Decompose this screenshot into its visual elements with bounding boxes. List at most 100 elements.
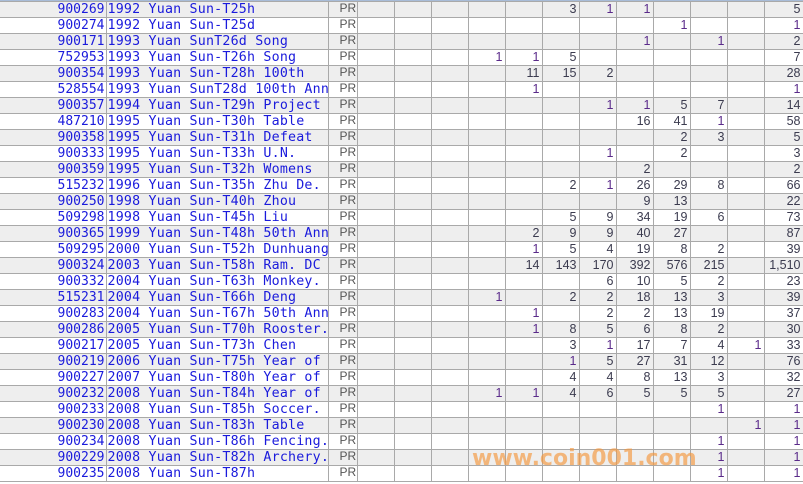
coin-name[interactable]: 1999 Yuan Sun-T48h 50th Ann <box>105 225 329 242</box>
coin-id[interactable]: 900233 <box>0 401 107 418</box>
coin-id-link[interactable]: 900332 <box>57 274 105 289</box>
coin-id[interactable]: 515232 <box>0 177 107 194</box>
coin-id[interactable]: 900171 <box>0 33 107 50</box>
coin-name[interactable]: 2008 Yuan Sun-T86h Fencing. <box>105 433 329 450</box>
coin-name-link[interactable]: 1993 Yuan SunT26d Song <box>107 34 289 49</box>
coin-name[interactable]: 1995 Yuan Sun-T31h Defeat <box>105 129 329 146</box>
coin-id-link[interactable]: 509295 <box>57 242 105 257</box>
coin-id-link[interactable]: 900217 <box>57 338 105 353</box>
coin-name-link[interactable]: 1993 Yuan Sun-T26h Song <box>107 50 297 65</box>
coin-id[interactable]: 900324 <box>0 257 107 274</box>
coin-name-link[interactable]: 1995 Yuan Sun-T32h Womens <box>107 162 313 177</box>
coin-id-link[interactable]: 900365 <box>57 226 105 241</box>
coin-name[interactable]: 1992 Yuan Sun-T25h <box>105 1 329 18</box>
coin-id[interactable]: 528554 <box>0 81 107 98</box>
coin-name-link[interactable]: 2007 Yuan Sun-T80h Year of <box>107 370 321 385</box>
coin-name[interactable]: 2008 Yuan Sun-T84h Year of <box>105 385 329 402</box>
coin-name[interactable]: 1993 Yuan Sun-T28h 100th <box>105 65 329 82</box>
coin-id[interactable]: 752953 <box>0 49 107 66</box>
coin-name[interactable]: 1995 Yuan Sun-T33h U.N. <box>105 145 329 162</box>
coin-id[interactable]: 900357 <box>0 97 107 114</box>
coin-id[interactable]: 900232 <box>0 385 107 402</box>
coin-name[interactable]: 2008 Yuan Sun-T83h Table <box>105 417 329 434</box>
coin-name-link[interactable]: 2008 Yuan Sun-T84h Year of <box>107 386 321 401</box>
coin-id[interactable]: 900286 <box>0 321 107 338</box>
coin-name[interactable]: 2004 Yuan Sun-T66h Deng <box>105 289 329 306</box>
coin-id-link[interactable]: 900229 <box>57 450 105 465</box>
coin-id-link[interactable]: 528554 <box>57 82 105 97</box>
coin-name-link[interactable]: 2000 Yuan Sun-T52h Dunhuang <box>107 242 328 257</box>
coin-name[interactable]: 2008 Yuan Sun-T87h <box>105 465 329 482</box>
coin-id-link[interactable]: 900235 <box>57 466 105 481</box>
coin-id[interactable]: 900359 <box>0 161 107 178</box>
coin-name-link[interactable]: 2006 Yuan Sun-T75h Year of <box>107 354 321 369</box>
coin-id[interactable]: 509298 <box>0 209 107 226</box>
coin-id[interactable]: 900234 <box>0 433 107 450</box>
coin-id-link[interactable]: 900333 <box>57 146 105 161</box>
coin-name[interactable]: 2008 Yuan Sun-T85h Soccer. <box>105 401 329 418</box>
coin-id-link[interactable]: 515231 <box>57 290 105 305</box>
coin-name[interactable]: 2000 Yuan Sun-T52h Dunhuang <box>105 241 329 258</box>
coin-name[interactable]: 1995 Yuan Sun-T30h Table <box>105 113 329 130</box>
coin-name[interactable]: 1998 Yuan Sun-T40h Zhou <box>105 193 329 210</box>
coin-id[interactable]: 509295 <box>0 241 107 258</box>
coin-id-link[interactable]: 900354 <box>57 66 105 81</box>
coin-name[interactable]: 2003 Yuan Sun-T58h Ram. DC <box>105 257 329 274</box>
coin-name-link[interactable]: 1993 Yuan SunT28d 100th Ann <box>107 82 328 97</box>
coin-id[interactable]: 900365 <box>0 225 107 242</box>
coin-id[interactable]: 900227 <box>0 369 107 386</box>
coin-id-link[interactable]: 900358 <box>57 130 105 145</box>
coin-name-link[interactable]: 1998 Yuan Sun-T45h Liu <box>107 210 289 225</box>
coin-id-link[interactable]: 515232 <box>57 178 105 193</box>
coin-name[interactable]: 2005 Yuan Sun-T70h Rooster. <box>105 321 329 338</box>
coin-name-link[interactable]: 2004 Yuan Sun-T63h Monkey. <box>107 274 321 289</box>
coin-id-link[interactable]: 900359 <box>57 162 105 177</box>
coin-name-link[interactable]: 2008 Yuan Sun-T83h Table <box>107 418 305 433</box>
coin-name-link[interactable]: 2004 Yuan Sun-T67h 50th Ann <box>107 306 328 321</box>
coin-name-link[interactable]: 2003 Yuan Sun-T58h Ram. DC <box>107 258 321 273</box>
coin-id[interactable]: 900274 <box>0 17 107 34</box>
coin-id-link[interactable]: 900357 <box>57 98 105 113</box>
coin-id[interactable]: 900332 <box>0 273 107 290</box>
coin-id-link[interactable]: 900274 <box>57 18 105 33</box>
coin-name-link[interactable]: 2005 Yuan Sun-T73h Chen <box>107 338 297 353</box>
coin-id-link[interactable]: 900286 <box>57 322 105 337</box>
coin-name[interactable]: 1993 Yuan SunT28d 100th Ann <box>105 81 329 98</box>
coin-id-link[interactable]: 900269 <box>57 2 105 17</box>
coin-id[interactable]: 900269 <box>0 1 107 18</box>
coin-name-link[interactable]: 1996 Yuan Sun-T35h Zhu De. <box>107 178 321 193</box>
coin-id-link[interactable]: 900234 <box>57 434 105 449</box>
coin-name[interactable]: 2008 Yuan Sun-T82h Archery. <box>105 449 329 466</box>
coin-name-link[interactable]: 1995 Yuan Sun-T30h Table <box>107 114 305 129</box>
coin-id[interactable]: 900219 <box>0 353 107 370</box>
coin-id[interactable]: 900333 <box>0 145 107 162</box>
coin-name-link[interactable]: 1994 Yuan Sun-T29h Project <box>107 98 321 113</box>
coin-name-link[interactable]: 2008 Yuan Sun-T87h <box>107 466 256 481</box>
coin-id-link[interactable]: 900233 <box>57 402 105 417</box>
coin-name[interactable]: 1995 Yuan Sun-T32h Womens <box>105 161 329 178</box>
coin-id-link[interactable]: 900171 <box>57 34 105 49</box>
coin-name[interactable]: 2006 Yuan Sun-T75h Year of <box>105 353 329 370</box>
coin-id-link[interactable]: 900219 <box>57 354 105 369</box>
coin-id-link[interactable]: 900230 <box>57 418 105 433</box>
coin-name[interactable]: 2004 Yuan Sun-T67h 50th Ann <box>105 305 329 322</box>
coin-id-link[interactable]: 900250 <box>57 194 105 209</box>
coin-id[interactable]: 900230 <box>0 417 107 434</box>
coin-id[interactable]: 900358 <box>0 129 107 146</box>
coin-id[interactable]: 900250 <box>0 193 107 210</box>
coin-name-link[interactable]: 2008 Yuan Sun-T86h Fencing. <box>107 434 328 449</box>
coin-id[interactable]: 900217 <box>0 337 107 354</box>
coin-name-link[interactable]: 2008 Yuan Sun-T85h Soccer. <box>107 402 321 417</box>
coin-id-link[interactable]: 752953 <box>57 50 105 65</box>
coin-name[interactable]: 1993 Yuan SunT26d Song <box>105 33 329 50</box>
coin-name-link[interactable]: 1993 Yuan Sun-T28h 100th <box>107 66 305 81</box>
coin-name-link[interactable]: 2008 Yuan Sun-T82h Archery. <box>107 450 328 465</box>
coin-id-link[interactable]: 900324 <box>57 258 105 273</box>
coin-name[interactable]: 1996 Yuan Sun-T35h Zhu De. <box>105 177 329 194</box>
coin-id[interactable]: 900235 <box>0 465 107 482</box>
coin-name-link[interactable]: 1999 Yuan Sun-T48h 50th Ann <box>107 226 328 241</box>
coin-id[interactable]: 900229 <box>0 449 107 466</box>
coin-id[interactable]: 487210 <box>0 113 107 130</box>
coin-id[interactable]: 900283 <box>0 305 107 322</box>
coin-name[interactable]: 2007 Yuan Sun-T80h Year of <box>105 369 329 386</box>
